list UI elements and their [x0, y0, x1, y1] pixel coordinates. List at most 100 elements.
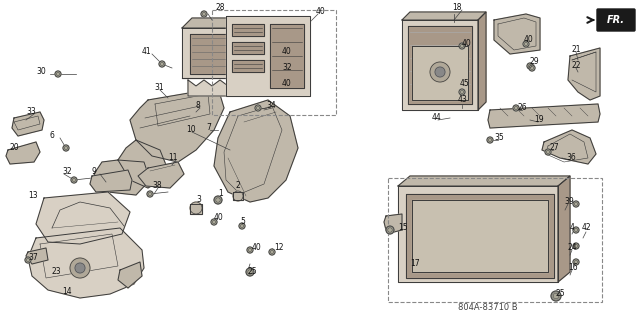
- Text: 6: 6: [50, 131, 55, 140]
- Circle shape: [211, 219, 217, 225]
- Circle shape: [460, 90, 463, 94]
- Circle shape: [248, 270, 252, 274]
- Polygon shape: [12, 112, 44, 136]
- Text: 21: 21: [572, 46, 582, 55]
- Circle shape: [531, 66, 534, 70]
- Circle shape: [279, 55, 285, 61]
- Text: 41: 41: [142, 48, 152, 56]
- Text: 24: 24: [568, 243, 578, 253]
- Circle shape: [25, 257, 31, 263]
- Text: 1: 1: [218, 189, 223, 198]
- Circle shape: [248, 249, 252, 252]
- Polygon shape: [412, 46, 468, 100]
- Circle shape: [574, 260, 578, 263]
- Circle shape: [56, 72, 60, 76]
- Polygon shape: [406, 194, 554, 278]
- Polygon shape: [542, 130, 596, 164]
- Text: 42: 42: [582, 224, 591, 233]
- Text: 40: 40: [282, 79, 292, 88]
- Polygon shape: [568, 48, 600, 100]
- Circle shape: [270, 250, 274, 254]
- Polygon shape: [478, 12, 486, 110]
- Circle shape: [573, 243, 579, 249]
- Text: 17: 17: [410, 259, 420, 269]
- Polygon shape: [118, 140, 170, 188]
- Circle shape: [214, 196, 222, 204]
- Text: 9: 9: [92, 167, 97, 176]
- Circle shape: [26, 258, 29, 262]
- Polygon shape: [226, 16, 310, 96]
- Circle shape: [459, 89, 465, 95]
- Polygon shape: [402, 20, 478, 110]
- Circle shape: [573, 227, 579, 233]
- Circle shape: [269, 249, 275, 255]
- Circle shape: [202, 12, 205, 16]
- Text: 31: 31: [154, 84, 164, 93]
- Polygon shape: [233, 192, 243, 200]
- Circle shape: [386, 226, 394, 234]
- Text: 30: 30: [36, 68, 45, 77]
- Circle shape: [513, 105, 519, 111]
- Bar: [388, 178, 602, 302]
- Circle shape: [279, 77, 285, 83]
- Circle shape: [159, 61, 165, 67]
- Circle shape: [527, 63, 533, 69]
- Circle shape: [529, 65, 535, 71]
- Circle shape: [574, 228, 578, 232]
- Text: 32: 32: [62, 167, 72, 176]
- Text: 43: 43: [458, 95, 468, 105]
- Circle shape: [459, 43, 465, 49]
- Polygon shape: [488, 104, 600, 128]
- Circle shape: [216, 198, 220, 202]
- Circle shape: [573, 259, 579, 265]
- Circle shape: [212, 220, 216, 224]
- Circle shape: [65, 146, 68, 150]
- Polygon shape: [268, 18, 278, 78]
- Polygon shape: [36, 192, 130, 244]
- Circle shape: [551, 291, 561, 301]
- Text: 7: 7: [206, 123, 211, 132]
- Polygon shape: [402, 12, 486, 20]
- Circle shape: [547, 150, 550, 154]
- Polygon shape: [130, 88, 224, 162]
- Text: 23: 23: [52, 268, 61, 277]
- Polygon shape: [384, 214, 402, 232]
- Text: 804A-83710 B: 804A-83710 B: [458, 303, 518, 313]
- Polygon shape: [138, 162, 184, 188]
- Polygon shape: [190, 204, 202, 214]
- Circle shape: [430, 62, 450, 82]
- Text: 26: 26: [518, 103, 527, 113]
- Circle shape: [488, 138, 492, 142]
- Text: 11: 11: [168, 153, 177, 162]
- Text: 13: 13: [28, 191, 38, 201]
- Circle shape: [239, 223, 245, 229]
- Circle shape: [574, 202, 578, 206]
- Circle shape: [280, 78, 284, 82]
- Circle shape: [553, 293, 559, 299]
- Circle shape: [75, 263, 85, 273]
- Polygon shape: [94, 160, 150, 195]
- Polygon shape: [28, 228, 144, 298]
- Circle shape: [233, 191, 243, 201]
- Text: 36: 36: [566, 153, 576, 162]
- Circle shape: [148, 192, 152, 196]
- Polygon shape: [190, 34, 260, 74]
- Text: 28: 28: [215, 4, 225, 12]
- Circle shape: [460, 44, 463, 48]
- Text: 8: 8: [196, 101, 201, 110]
- Circle shape: [71, 177, 77, 183]
- Text: 32: 32: [282, 63, 292, 72]
- Polygon shape: [398, 186, 558, 282]
- Circle shape: [388, 228, 392, 232]
- Polygon shape: [232, 24, 264, 36]
- Circle shape: [147, 191, 153, 197]
- Circle shape: [573, 201, 579, 207]
- Circle shape: [515, 106, 518, 110]
- Circle shape: [55, 71, 61, 77]
- Text: 3: 3: [196, 196, 201, 204]
- Text: 18: 18: [452, 4, 461, 12]
- Polygon shape: [118, 262, 142, 288]
- Circle shape: [190, 202, 202, 214]
- Text: 40: 40: [252, 243, 262, 253]
- Text: 40: 40: [214, 213, 224, 222]
